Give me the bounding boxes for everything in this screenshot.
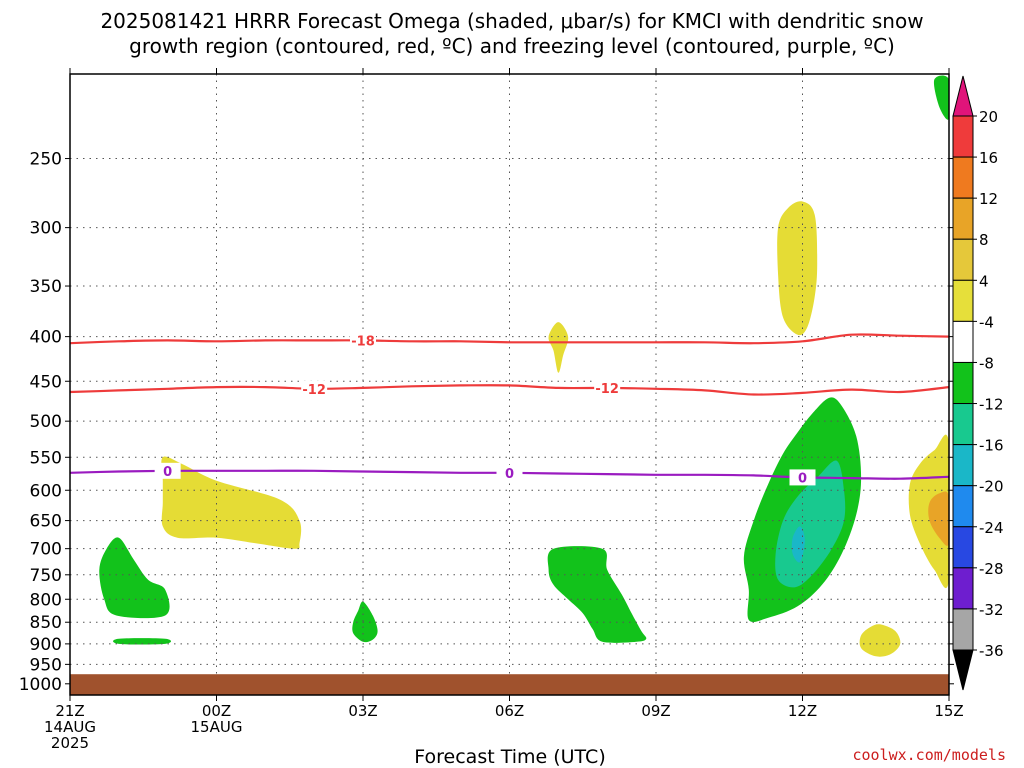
omega-region-7 [113, 638, 172, 645]
colorbar-label: 8 [979, 231, 989, 249]
x-tick-label: 15Z [934, 702, 963, 720]
omega-region-5 [859, 624, 901, 657]
x-tick-label: 21Z [55, 702, 84, 720]
contour-line [70, 333, 949, 345]
chart-title-line-1: 2025081421 HRRR Forecast Omega (shaded, … [100, 9, 924, 33]
x-tick-label: 06Z [495, 702, 524, 720]
colorbar-box [952, 156, 974, 199]
source-credit[interactable]: coolwx.com/models [852, 746, 1006, 764]
y-tick-label: 450 [30, 372, 62, 392]
x-tick-label: 15AUG [191, 718, 243, 736]
colorbar-box [952, 608, 974, 651]
y-tick-label: 400 [30, 328, 62, 348]
y-tick-label: 650 [30, 512, 62, 532]
y-axis-ticks: 2503003504004505005506006507007508008509… [19, 150, 954, 695]
colorbar-label: -12 [979, 396, 1004, 414]
x-tick-label: 09Z [641, 702, 670, 720]
contour-label-bg [350, 332, 376, 349]
omega-region-11 [775, 460, 846, 588]
ground-fill [70, 674, 949, 695]
omega-region-2 [777, 201, 818, 336]
colorbar-box [952, 197, 974, 240]
y-tick-label: 350 [30, 277, 62, 297]
x-tick-label: 14AUG [44, 718, 96, 736]
contour-label: -12 [595, 382, 619, 397]
omega-region-6 [99, 537, 170, 619]
omega-region-13 [933, 75, 949, 120]
contour-label-bg [496, 464, 523, 481]
colorbar-top-arrow [952, 75, 974, 117]
omega-region-0 [161, 456, 302, 549]
colorbar-label: -4 [979, 313, 994, 331]
omega-region-12 [791, 526, 805, 563]
colorbar-box [952, 485, 974, 528]
colorbar-label: 12 [979, 190, 998, 208]
colorbar-label: -28 [979, 560, 1004, 578]
contour-label: 0 [505, 467, 514, 482]
colorbar-box [952, 444, 974, 487]
y-tick-label: 700 [30, 540, 62, 560]
colorbar-box [952, 567, 974, 610]
y-tick-label: 550 [30, 448, 62, 468]
y-tick-label: 500 [30, 412, 62, 432]
y-tick-label: 300 [30, 219, 62, 239]
colorbar-bottom-arrow [952, 649, 974, 691]
colorbar-label: 16 [979, 149, 998, 167]
colorbar-label: 4 [979, 272, 989, 290]
y-tick-label: 1000 [19, 675, 62, 695]
colorbar: 20 16 12 8 4 -4 -8 -12 -16 -20 -24 -28 -32 -36 [952, 75, 1004, 691]
x-tick-label: 03Z [348, 702, 377, 720]
contour-line [70, 384, 949, 396]
temperature-contours: -18 -12 -12 0 0 0 [70, 332, 949, 486]
colorbar-label: 20 [979, 108, 998, 126]
chart-title-line-2: growth region (contoured, red, ºC) and f… [129, 34, 895, 58]
colorbar-box [952, 320, 974, 363]
omega-region-1 [548, 322, 569, 373]
colorbar-box [952, 238, 974, 281]
x-tick-label: 2025 [51, 734, 89, 752]
colorbar-box [952, 526, 974, 569]
x-tick-label: 00Z [202, 702, 231, 720]
x-axis-title: Forecast Time (UTC) [414, 746, 606, 768]
colorbar-box [952, 115, 974, 158]
y-tick-label: 900 [30, 635, 62, 655]
omega-region-4 [928, 491, 949, 546]
contour-label-bg [154, 462, 181, 479]
y-tick-label: 250 [30, 150, 62, 170]
y-tick-label: 750 [30, 566, 62, 586]
colorbar-box [952, 403, 974, 446]
colorbar-label: -24 [979, 519, 1004, 537]
colorbar-label: -8 [979, 354, 994, 372]
omega-region-8 [352, 601, 378, 643]
contour-label-bg [789, 469, 816, 486]
y-tick-label: 600 [30, 481, 62, 501]
x-tick-label: 12Z [788, 702, 817, 720]
contour-label-bg [301, 380, 328, 397]
y-tick-label: 850 [30, 613, 62, 633]
colorbar-box [952, 279, 974, 322]
colorbar-label: -36 [979, 642, 1004, 660]
colorbar-label: -20 [979, 478, 1004, 496]
contour-label: 0 [798, 471, 807, 486]
contour-label: -12 [302, 383, 326, 398]
contour-label: -18 [351, 334, 375, 349]
colorbar-label: -32 [979, 601, 1004, 619]
colorbar-box [952, 361, 974, 405]
contour-label-bg [594, 379, 621, 396]
y-tick-label: 950 [30, 655, 62, 675]
omega-region-9 [547, 546, 647, 643]
colorbar-label: -16 [979, 437, 1004, 455]
contour-label: 0 [163, 465, 172, 480]
ground-layer [70, 674, 949, 695]
y-tick-label: 800 [30, 590, 62, 610]
